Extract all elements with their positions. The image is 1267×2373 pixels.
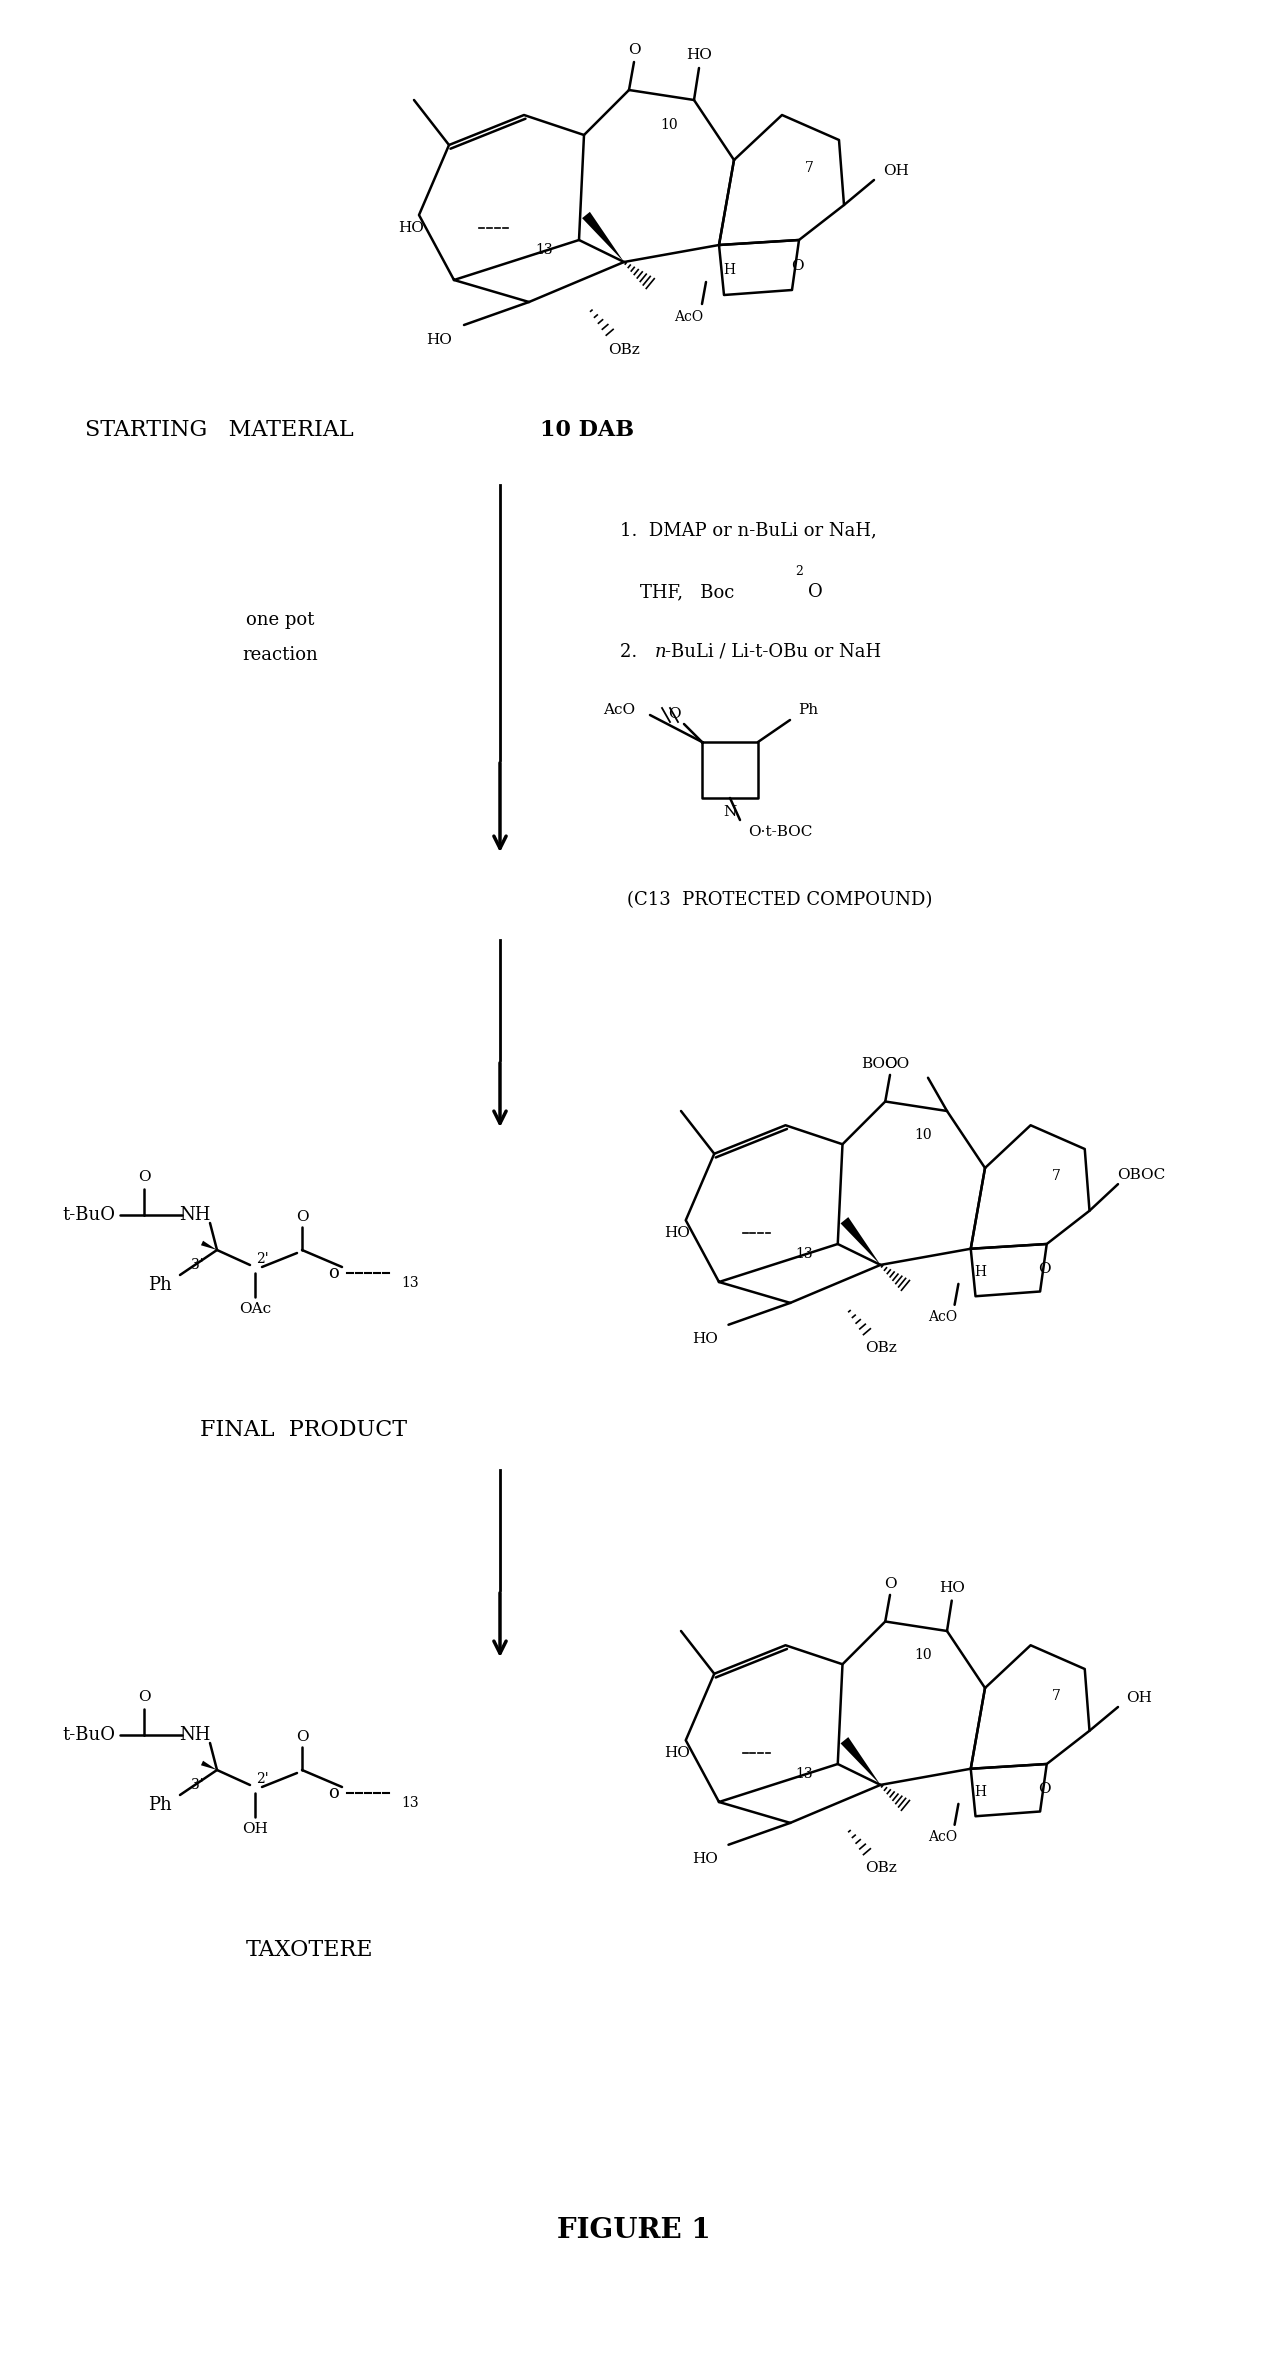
Text: 7: 7 xyxy=(1052,1168,1060,1182)
Text: AcO: AcO xyxy=(674,311,703,325)
Text: O: O xyxy=(627,43,640,57)
Text: NH: NH xyxy=(180,1725,210,1744)
Text: 2': 2' xyxy=(256,1253,269,1267)
Text: 3': 3' xyxy=(191,1777,203,1792)
Text: N: N xyxy=(723,804,736,819)
Text: n: n xyxy=(655,643,666,662)
Text: BOCO: BOCO xyxy=(860,1056,908,1070)
Text: 10 DAB: 10 DAB xyxy=(540,420,634,441)
Text: 2: 2 xyxy=(794,565,803,579)
Text: HO: HO xyxy=(665,1747,691,1761)
Text: O: O xyxy=(138,1690,151,1704)
Text: THF,   Boc: THF, Boc xyxy=(640,584,735,600)
Text: O: O xyxy=(138,1170,151,1184)
Text: OAc: OAc xyxy=(239,1303,271,1317)
Text: O: O xyxy=(808,584,822,600)
Text: 10: 10 xyxy=(915,1647,933,1661)
Text: t-BuO: t-BuO xyxy=(62,1205,115,1224)
Text: H: H xyxy=(974,1265,986,1279)
Text: O·t-BOC: O·t-BOC xyxy=(748,826,812,840)
Text: FIGURE 1: FIGURE 1 xyxy=(557,2216,711,2242)
Text: O: O xyxy=(883,1056,896,1070)
Text: TAXOTERE: TAXOTERE xyxy=(246,1939,374,1960)
Text: HO: HO xyxy=(665,1224,691,1239)
Text: O: O xyxy=(295,1730,308,1744)
Text: Ph: Ph xyxy=(148,1277,172,1293)
Polygon shape xyxy=(840,1737,881,1784)
Text: Ph: Ph xyxy=(798,702,818,717)
Text: 3': 3' xyxy=(191,1258,203,1272)
Text: OBz: OBz xyxy=(608,344,640,356)
Text: one pot: one pot xyxy=(246,610,314,629)
Text: t-BuO: t-BuO xyxy=(62,1725,115,1744)
Polygon shape xyxy=(201,1241,217,1251)
Text: O: O xyxy=(1039,1262,1052,1277)
Text: H: H xyxy=(974,1784,986,1799)
Text: 2.: 2. xyxy=(620,643,649,662)
Text: STARTING   MATERIAL: STARTING MATERIAL xyxy=(85,420,353,441)
Text: O: O xyxy=(791,259,803,273)
Polygon shape xyxy=(201,1761,217,1770)
Text: o: o xyxy=(328,1784,340,1801)
Text: (C13  PROTECTED COMPOUND): (C13 PROTECTED COMPOUND) xyxy=(627,890,933,909)
Text: 7: 7 xyxy=(1052,1690,1060,1701)
Text: HO: HO xyxy=(685,47,712,62)
Text: OH: OH xyxy=(883,164,908,178)
Text: HO: HO xyxy=(939,1580,964,1595)
Text: OH: OH xyxy=(242,1822,267,1837)
Text: OH: OH xyxy=(1126,1692,1152,1706)
Text: H: H xyxy=(723,263,735,278)
Text: FINAL  PRODUCT: FINAL PRODUCT xyxy=(200,1419,407,1440)
Polygon shape xyxy=(840,1217,881,1265)
Text: 2': 2' xyxy=(256,1773,269,1787)
Text: 13: 13 xyxy=(535,242,552,256)
Text: 10: 10 xyxy=(915,1127,933,1141)
Text: 13: 13 xyxy=(402,1277,419,1291)
Text: O: O xyxy=(668,707,680,721)
Text: OBOC: OBOC xyxy=(1117,1168,1166,1182)
Text: 13: 13 xyxy=(796,1766,813,1780)
Text: 7: 7 xyxy=(805,161,813,176)
Text: -BuLi / Li-t-OBu or NaH: -BuLi / Li-t-OBu or NaH xyxy=(665,643,881,662)
Text: OBz: OBz xyxy=(864,1860,896,1875)
Text: O: O xyxy=(1039,1782,1052,1796)
Text: 10: 10 xyxy=(660,119,678,133)
Text: reaction: reaction xyxy=(242,645,318,664)
Text: HO: HO xyxy=(398,221,424,235)
Text: HO: HO xyxy=(426,332,452,346)
Text: 13: 13 xyxy=(796,1246,813,1260)
Text: Ph: Ph xyxy=(148,1796,172,1813)
Text: 13: 13 xyxy=(402,1796,419,1811)
Text: o: o xyxy=(328,1265,340,1281)
Text: AcO: AcO xyxy=(927,1310,957,1324)
Text: NH: NH xyxy=(180,1205,210,1224)
Text: AcO: AcO xyxy=(603,702,635,717)
Text: O: O xyxy=(295,1210,308,1224)
Text: HO: HO xyxy=(692,1851,717,1865)
Text: 1.  DMAP or n-BuLi or NaH,: 1. DMAP or n-BuLi or NaH, xyxy=(620,522,877,539)
Polygon shape xyxy=(582,211,625,261)
Text: AcO: AcO xyxy=(927,1830,957,1844)
Text: O: O xyxy=(883,1576,896,1590)
Text: OBz: OBz xyxy=(864,1341,896,1355)
Text: HO: HO xyxy=(692,1331,717,1345)
